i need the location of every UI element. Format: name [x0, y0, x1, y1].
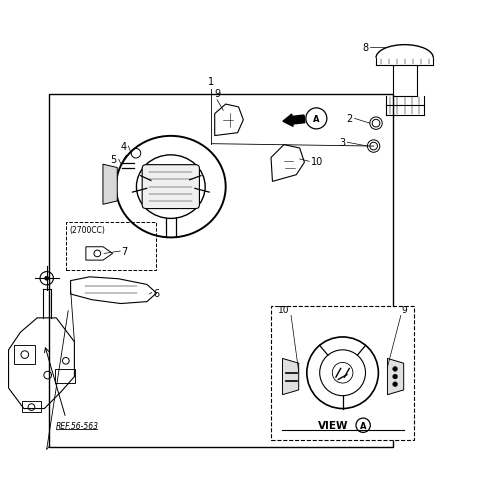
Circle shape — [44, 276, 49, 281]
Circle shape — [393, 367, 397, 372]
Text: 9: 9 — [214, 89, 220, 99]
Circle shape — [393, 375, 397, 379]
Text: A: A — [313, 115, 320, 123]
Text: 4: 4 — [120, 142, 126, 152]
Bar — [14, 346, 35, 364]
Bar — [55, 369, 75, 383]
Bar — [49, 94, 393, 447]
Bar — [22, 402, 41, 412]
Text: 10: 10 — [311, 157, 323, 167]
Polygon shape — [103, 165, 117, 205]
FancyBboxPatch shape — [142, 166, 199, 209]
Text: 1: 1 — [208, 77, 215, 87]
Text: (2700CC): (2700CC) — [70, 226, 106, 234]
Text: 5: 5 — [110, 155, 117, 165]
Polygon shape — [282, 359, 299, 395]
Polygon shape — [387, 359, 404, 395]
Text: VIEW: VIEW — [318, 421, 348, 430]
Circle shape — [393, 382, 397, 387]
Bar — [66, 223, 156, 271]
Text: A: A — [360, 421, 366, 430]
Text: 6: 6 — [153, 288, 159, 298]
Text: 3: 3 — [339, 138, 345, 148]
Text: 2: 2 — [346, 114, 352, 124]
Text: 8: 8 — [362, 43, 368, 53]
Text: 9: 9 — [402, 305, 408, 315]
Text: REF.56-563: REF.56-563 — [56, 421, 99, 430]
Text: 7: 7 — [121, 246, 128, 257]
Text: 10: 10 — [278, 305, 289, 315]
FancyArrow shape — [283, 115, 305, 127]
Bar — [271, 306, 414, 439]
